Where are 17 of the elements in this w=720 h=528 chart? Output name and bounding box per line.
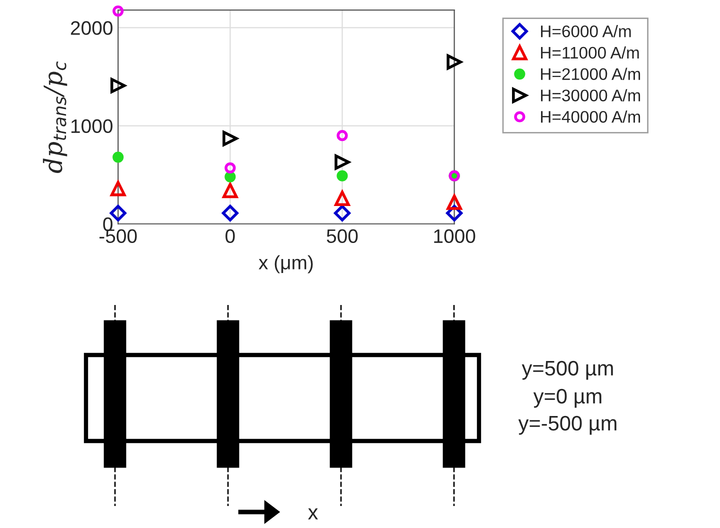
legend-label: H=6000 A/m	[541, 25, 631, 38]
text: y=-500 µm	[518, 416, 616, 435]
text: y=500 µm	[522, 360, 613, 380]
x-tick-label: 0	[226, 229, 235, 244]
x-tick-label: 1000	[434, 229, 476, 244]
legend-label: H=40000 A/m	[541, 110, 640, 123]
x-axis-title: x (μm)	[258, 255, 313, 274]
y-axis-title: dp$_{trans}$/p$_{c}$	[42, 61, 68, 173]
text: x	[308, 508, 318, 520]
y-tick-label: 1000	[71, 119, 112, 134]
x-tick-label: 500	[326, 229, 358, 244]
text: y=0 µm	[533, 388, 602, 408]
legend-label: H=21000 A/m	[541, 68, 640, 80]
legend-label: H=11000 A/m	[541, 46, 639, 59]
y-tick-label: 2000	[70, 21, 112, 35]
x-tick-label: -500	[99, 229, 137, 244]
legend-label: H=30000 A/m	[541, 89, 640, 102]
